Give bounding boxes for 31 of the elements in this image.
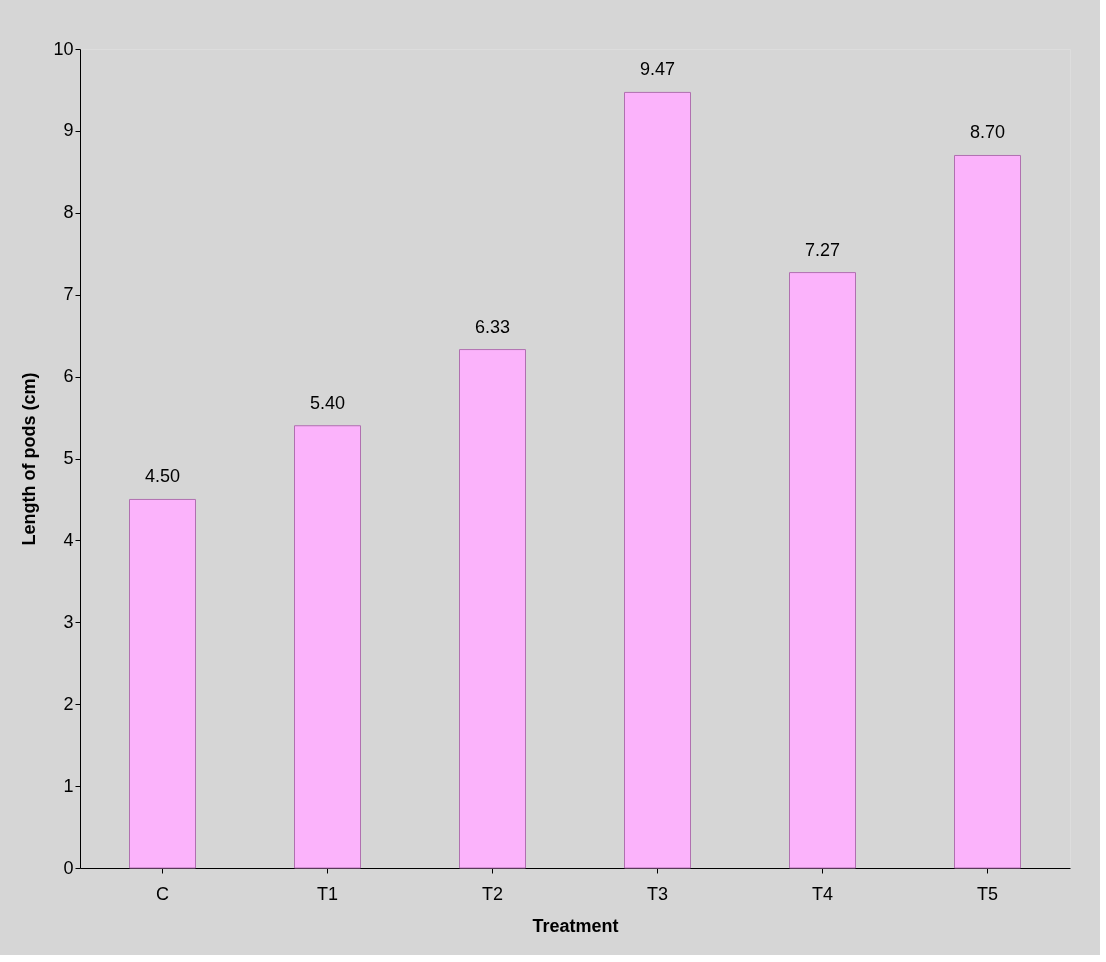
bar [624,91,691,869]
y-tick-label: 5 [63,448,74,468]
bar [459,349,526,869]
x-tick-label: C [156,883,169,904]
x-tick-label: T3 [646,883,669,904]
x-tick-label: T4 [811,883,834,904]
y-tick-label: 6 [63,366,74,387]
data-label: 5.40 [309,392,346,413]
x-tick-label: T2 [481,883,504,904]
bar [954,154,1021,869]
data-label: 9.47 [639,59,676,80]
y-tick-label: 4 [63,529,74,550]
y-tick-label: 7 [63,284,74,305]
bar [789,272,856,869]
y-tick-label: 10 [53,38,74,59]
data-label: 6.33 [474,316,511,337]
data-label: 8.70 [969,122,1006,143]
y-tick-label: 0 [63,857,74,878]
x-tick-label: T1 [316,883,339,904]
bar [129,498,196,869]
data-label: 4.50 [144,466,181,487]
bar [294,425,361,869]
y-tick-label: 2 [63,693,74,714]
y-tick-label: 1 [63,775,74,796]
y-tick-label: 3 [63,611,74,632]
y-tick-label: 8 [63,202,74,223]
x-tick-label: T5 [976,883,999,904]
x-axis-title: Treatment [532,915,619,936]
data-label: 7.27 [804,239,841,260]
y-tick-label: 9 [63,120,74,141]
y-axis-title: Length of pods (cm) [19,372,40,546]
